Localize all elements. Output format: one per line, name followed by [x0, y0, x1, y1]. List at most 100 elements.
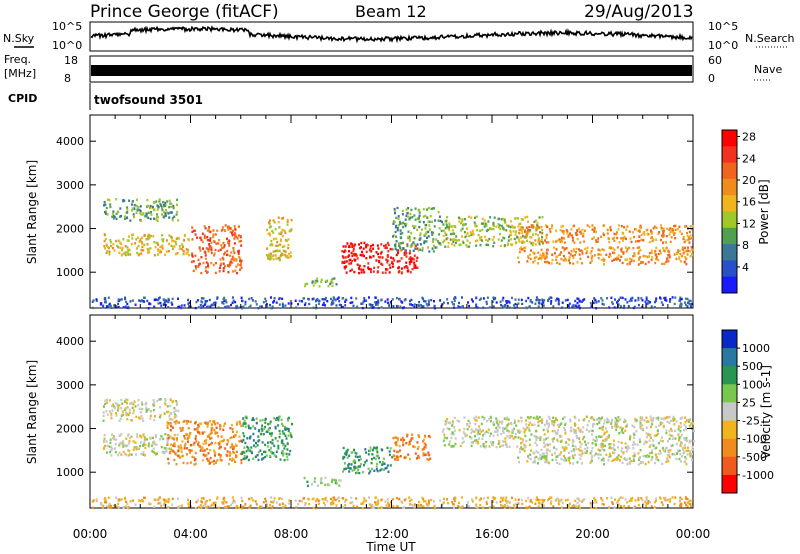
- velocity-cell: [525, 439, 528, 443]
- velocity-cell: [507, 430, 510, 433]
- power-cell: [358, 264, 361, 267]
- power-cell: [551, 224, 554, 227]
- power-cell: [668, 228, 671, 231]
- power-cell: [567, 251, 570, 255]
- velocity-cell: [258, 439, 261, 442]
- velocity-cell: [680, 433, 683, 437]
- velocity-cell: [633, 452, 636, 455]
- velocity-cell: [367, 449, 370, 453]
- velocity-cell: [514, 498, 517, 501]
- velocity-cell: [501, 429, 504, 433]
- velocity-cell: [227, 440, 230, 443]
- power-cell: [372, 270, 375, 273]
- velocity-cell: [600, 442, 603, 445]
- power-cell: [411, 224, 414, 228]
- power-cell: [206, 238, 209, 242]
- velocity-cell: [138, 407, 141, 410]
- velocity-cell: [627, 446, 630, 450]
- velocity-cell: [681, 446, 684, 449]
- velocity-cell: [583, 418, 586, 421]
- power-cell: [136, 236, 139, 239]
- velocity-cell: [684, 501, 686, 504]
- velocity-cell: [525, 499, 528, 503]
- velocity-cell: [165, 437, 168, 440]
- velocity-cell: [637, 496, 640, 500]
- power-cell: [674, 224, 677, 227]
- velocity-cell: [333, 478, 336, 482]
- power-cell: [268, 253, 271, 256]
- power-cell: [388, 303, 391, 307]
- power-cell: [481, 228, 484, 232]
- velocity-cell: [475, 441, 478, 444]
- power-cell: [228, 265, 231, 268]
- velocity-cell: [668, 421, 671, 425]
- velocity-cell: [331, 478, 334, 481]
- power-cell: [461, 220, 464, 223]
- power-cell: [234, 269, 237, 272]
- velocity-cell: [169, 447, 172, 450]
- velocity-cell: [536, 443, 538, 447]
- power-cell: [105, 212, 107, 215]
- power-cell: [510, 233, 513, 237]
- power-cell: [236, 263, 239, 266]
- velocity-cell: [560, 506, 563, 509]
- power-cell: [106, 250, 109, 253]
- power-cell: [655, 246, 658, 250]
- velocity-cell: [342, 470, 344, 473]
- power-cell: [689, 303, 692, 306]
- power-cell: [645, 302, 648, 305]
- velocity-cell: [511, 435, 513, 438]
- velocity-cell: [685, 437, 688, 440]
- velocity-cell: [453, 426, 456, 429]
- velocity-cell: [617, 416, 620, 419]
- velocity-cell: [547, 448, 549, 452]
- power-cell: [322, 298, 325, 301]
- velocity-cell: [450, 444, 453, 448]
- power-cell: [423, 241, 426, 245]
- power-cell: [136, 208, 139, 211]
- power-cell: [402, 241, 404, 245]
- velocity-cell: [605, 430, 608, 433]
- power-cell: [356, 305, 359, 308]
- power-colorbar-segment: [722, 146, 737, 164]
- velocity-cell: [565, 447, 568, 450]
- velocity-cell: [611, 451, 614, 454]
- velocity-cell: [620, 447, 623, 450]
- power-cell: [556, 261, 559, 265]
- power-cell: [345, 298, 348, 302]
- velocity-cell: [186, 462, 189, 465]
- power-cell: [563, 230, 565, 233]
- velocity-cell: [422, 447, 425, 451]
- velocity-cell: [655, 497, 658, 500]
- velocity-cell: [620, 450, 623, 453]
- power-cell: [528, 240, 531, 244]
- velocity-cell: [579, 440, 581, 444]
- velocity-cell: [208, 498, 211, 502]
- power-cell: [202, 297, 205, 300]
- velocity-cell: [103, 497, 106, 501]
- power-cell: [545, 236, 548, 240]
- power-cell: [232, 270, 235, 273]
- velocity-cell: [665, 431, 668, 435]
- velocity-cell: [294, 499, 297, 502]
- power-cell: [497, 223, 500, 226]
- power-cell: [606, 228, 609, 232]
- velocity-cell: [315, 507, 318, 510]
- velocity-cell: [477, 432, 480, 435]
- velocity-cell: [167, 410, 170, 414]
- velocity-cell: [141, 408, 144, 411]
- power-cell: [375, 301, 378, 304]
- power-cell: [353, 270, 356, 274]
- power-cell: [160, 204, 163, 207]
- power-cell: [595, 239, 598, 242]
- velocity-cell: [648, 455, 651, 458]
- power-cell: [458, 220, 461, 223]
- velocity-cell: [475, 415, 478, 419]
- velocity-cell: [376, 462, 379, 466]
- power-cell: [649, 301, 651, 304]
- velocity-cell: [521, 441, 524, 444]
- power-cell: [399, 222, 402, 225]
- power-cell: [266, 247, 269, 250]
- power-cell: [161, 208, 164, 212]
- power-cell: [344, 300, 347, 303]
